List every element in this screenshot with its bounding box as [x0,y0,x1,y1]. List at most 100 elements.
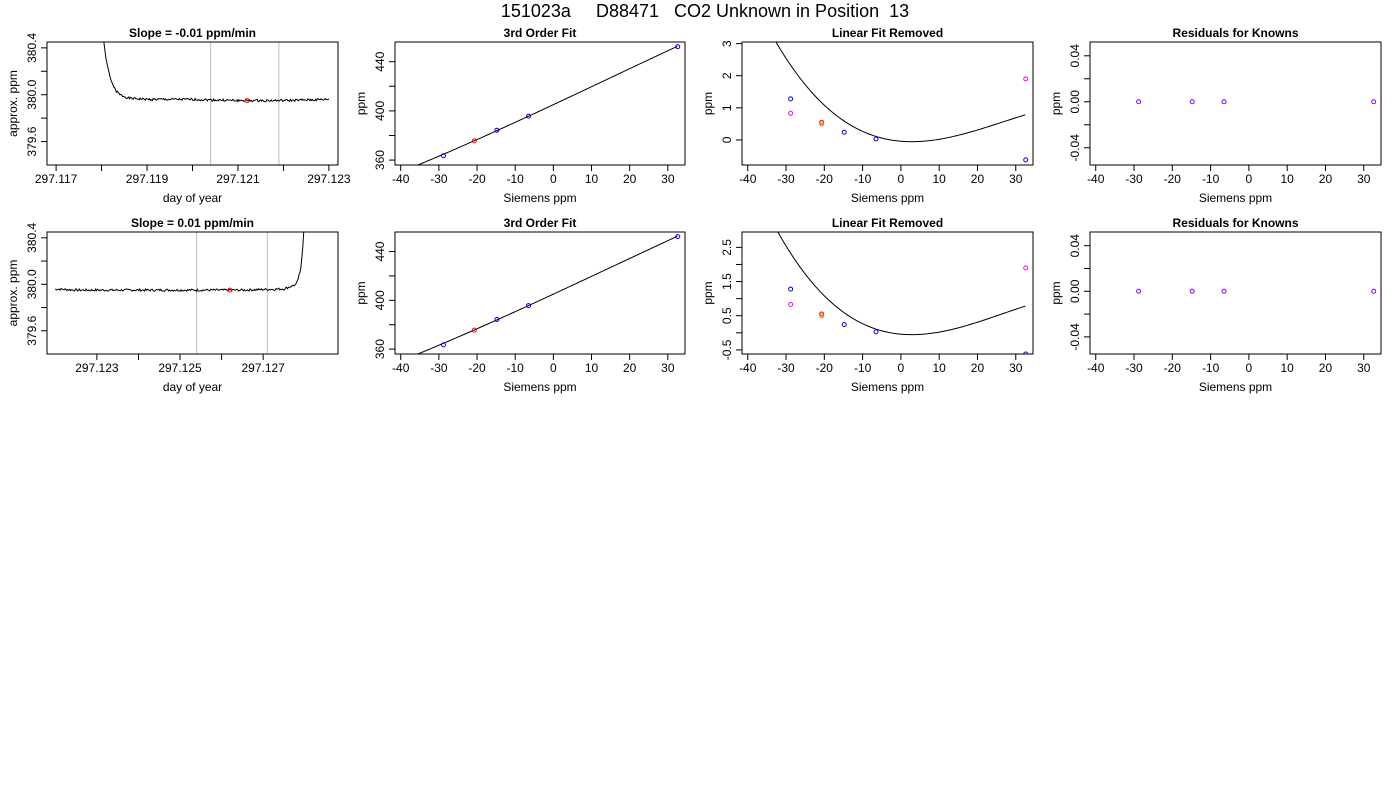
x-tick-label: 0 [550,172,557,186]
chart-panel-8: Residuals for Knowns -40 -30 -20 -10 0 10 20 30 S… [1049,216,1382,394]
data-point-purple [1136,99,1142,105]
y-tick-label: 360 [373,339,387,359]
x-tick-label: 0 [550,361,557,375]
chart-panel-7: Linear Fit Removed -40 -30 -20 -10 0 10 20 30 Sie… [701,216,1034,394]
data-point-red [244,98,250,104]
x-tick-label: 297.127 [241,361,285,375]
x-tick-label: 20 [971,361,985,375]
x-tick-label: 10 [585,172,599,186]
x-tick-label: -40 [392,172,410,186]
chart-panel-2: 3rd Order Fit -40 -30 -20 -10 0 10 20 30 Siemens … [354,26,686,205]
plot-frame [394,41,686,166]
data-point-blue [841,322,847,328]
x-tick-label: 30 [1009,172,1023,186]
y-tick-label: 380.0 [25,269,39,299]
x-tick-label: -40 [1087,361,1105,375]
y-tick-label: 380.0 [25,79,39,109]
x-tick-label: -20 [468,361,486,375]
y-axis-label: ppm [1049,281,1063,304]
x-tick-label: -40 [739,361,757,375]
data-point-red [471,327,477,333]
y-tick-label: 379.6 [25,315,39,345]
data-point-blue [440,342,446,348]
chart-title: Slope = -0.01 ppm/min [129,26,256,40]
chart-panel-1: Slope = -0.01 ppm/min 297.117 297.119 297.1… [6,26,351,205]
data-point-blue [873,329,879,335]
data-point-orange [819,121,825,127]
chart-title: 3rd Order Fit [504,26,577,40]
data-point-blue [1023,157,1029,163]
series-line [103,42,330,103]
fit-curve [416,235,678,354]
x-tick-label: 297.123 [307,172,351,186]
plot-frame [741,231,1034,355]
y-tick-label: 0.00 [1068,279,1082,303]
x-tick-label: 0 [1246,172,1253,186]
fit-curve [775,42,1026,143]
x-tick-label: -10 [1202,361,1220,375]
plot-frame [1089,231,1382,355]
data-point-blue [440,153,446,159]
data-point-blue [494,316,500,322]
y-axis-label: approx. ppm [6,260,20,327]
x-axis-label: Siemens ppm [503,380,576,394]
x-tick-label: 30 [1009,361,1023,375]
x-tick-label: -10 [854,361,872,375]
x-tick-label: -20 [816,172,834,186]
y-axis-label: ppm [1049,92,1063,115]
x-tick-label: 10 [1281,172,1295,186]
y-tick-label: 379.6 [25,126,39,156]
data-point-purple [1371,288,1377,294]
data-point-purple [1371,99,1377,105]
x-tick-label: 0 [898,172,905,186]
x-tick-label: 10 [933,361,947,375]
x-axis-label: day of year [163,191,222,205]
series-line [54,232,305,293]
data-point-purple [1221,99,1227,105]
data-point-purple [1189,99,1195,105]
x-tick-label: -40 [1087,172,1105,186]
x-tick-label: 297.125 [158,361,202,375]
x-tick-label: 20 [1319,361,1333,375]
data-point-blue [841,129,847,135]
y-axis-label: ppm [354,281,368,304]
page-title: 151023a D88471 CO2 Unknown in Position 1… [500,1,910,21]
chart-panel-6: 3rd Order Fit -40 -30 -20 -10 0 10 20 30 Siemens … [354,216,686,394]
x-tick-label: -20 [468,172,486,186]
data-point-blue [675,44,681,50]
data-point-purple [1221,288,1227,294]
x-tick-label: -20 [816,361,834,375]
plot-frame [741,41,1034,166]
y-axis-label: approx. ppm [6,70,20,137]
y-tick-label: 380.4 [25,33,39,63]
data-point-magenta [788,110,794,116]
x-tick-label: 297.121 [216,172,260,186]
y-tick-label: 400 [373,101,387,121]
x-tick-label: -10 [854,172,872,186]
x-tick-label: -30 [1125,172,1143,186]
x-tick-label: -30 [777,361,795,375]
x-tick-label: 20 [1319,172,1333,186]
y-tick-label: 380.4 [25,222,39,252]
x-axis-label: day of year [163,380,222,394]
chart-panel-4: Residuals for Knowns -40 -30 -20 -10 0 10 20 30 S… [1049,26,1382,205]
x-tick-label: 297.119 [126,172,169,186]
y-tick-label: 440 [373,241,387,261]
x-axis-label: Siemens ppm [851,191,924,205]
chart-title: Residuals for Knowns [1172,216,1298,230]
x-tick-label: -40 [392,361,410,375]
data-point-purple [1136,288,1142,294]
data-point-red [471,138,477,144]
x-tick-label: 10 [1281,361,1295,375]
y-tick-label: 2.5 [720,239,734,256]
y-tick-label: 1 [720,104,734,111]
plot-frame [1089,41,1382,166]
y-tick-label: 0.04 [1068,234,1082,258]
plot-frame [46,231,339,355]
chart-title: Linear Fit Removed [832,26,943,40]
x-tick-label: 10 [585,361,599,375]
x-tick-label: 20 [971,172,985,186]
chart-panel-3: Linear Fit Removed-40 -30 -20 -10 0 10 20 30Sie… [701,26,1034,205]
data-point-magenta [1023,76,1029,82]
data-point-red [819,119,825,125]
